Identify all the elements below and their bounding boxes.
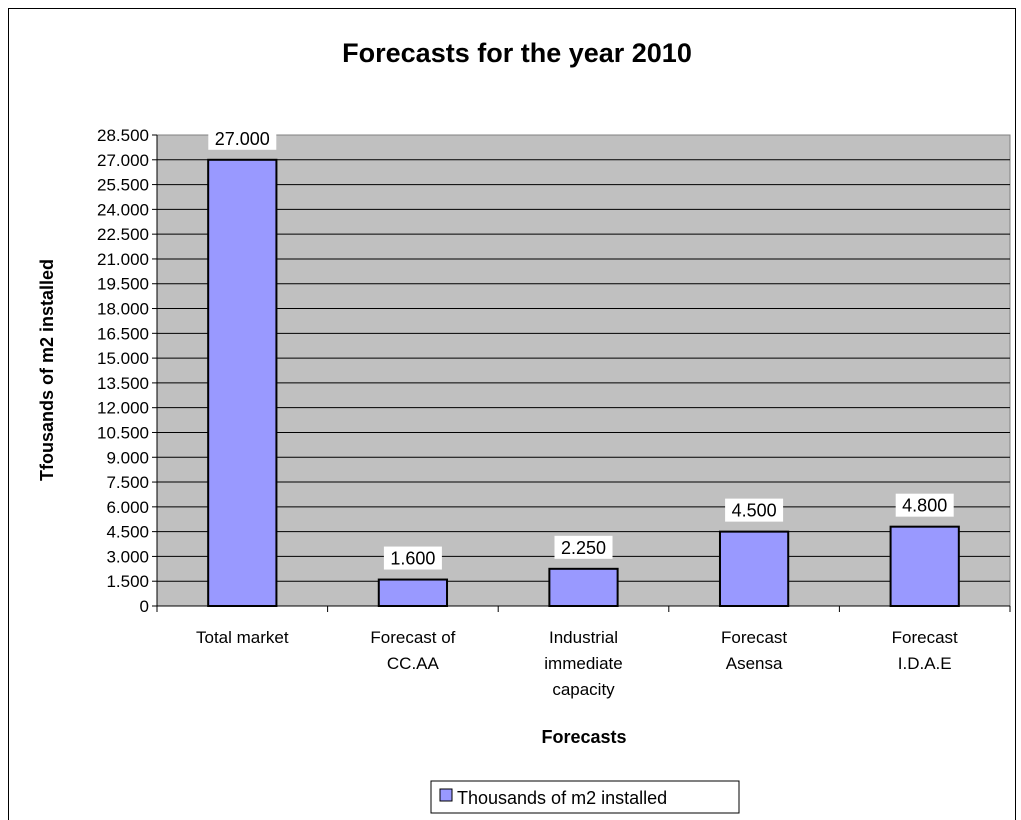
bar: [718, 530, 790, 608]
data-label-background: [383, 546, 442, 570]
data-label-background: [725, 498, 784, 522]
gridlines: [157, 159, 1010, 582]
data-label-background: [208, 126, 277, 150]
x-axis-title: Forecasts: [541, 727, 626, 747]
y-tick-label: 28.500: [97, 126, 149, 145]
legend: Thousands of m2 installed: [430, 780, 740, 814]
y-tick-label: 7.500: [106, 473, 149, 492]
y-tick-label: 10.500: [97, 423, 149, 442]
y-axis-ticks: 0 1.500 3.000 4.500 6.000 7.500 9.000 10.500 12.…: [97, 126, 157, 616]
y-tick-label: 24.000: [97, 200, 149, 219]
y-tick-label: 15.000: [97, 349, 149, 368]
y-tick-label: 19.500: [97, 275, 149, 294]
x-category-label: Asensa: [726, 654, 783, 673]
data-label: 4.800: [902, 496, 947, 516]
data-label: 2.250: [561, 538, 606, 558]
plot-area: [156, 134, 1011, 607]
x-category-label: I.D.A.E: [898, 654, 952, 673]
y-tick-label: 9.000: [106, 448, 149, 467]
x-category-label: capacity: [552, 680, 615, 699]
y-tick-label: 21.000: [97, 250, 149, 269]
y-axis-title: Tfousands of m2 installed: [37, 259, 57, 481]
y-tick-label: 18.000: [97, 300, 149, 319]
legend-label: Thousands of m2 installed: [457, 788, 667, 808]
bar: [207, 158, 278, 608]
data-label: 1.600: [390, 549, 435, 569]
y-tick-label: 27.000: [97, 151, 149, 170]
y-tick-label: 13.500: [97, 374, 149, 393]
y-tick-label: 12.000: [97, 399, 149, 418]
chart-frame: [8, 8, 1016, 820]
y-tick-label: 1.500: [106, 572, 149, 591]
y-tick-label: 4.500: [106, 523, 149, 542]
x-category-label: Forecast of: [370, 628, 455, 647]
data-label-background: [554, 535, 613, 559]
y-tick-label: 16.500: [97, 324, 149, 343]
data-label: 4.500: [732, 501, 777, 521]
legend-box: [430, 780, 740, 814]
y-tick-label: 3.000: [106, 547, 149, 566]
legend-swatch: [439, 788, 453, 802]
x-category-label: Industrial: [549, 628, 618, 647]
data-label-background: [895, 493, 954, 517]
x-axis-categories: Total market Forecast of CC.AA Industrial im…: [156, 606, 1011, 699]
bar: [548, 567, 619, 608]
x-category-label: Total market: [196, 628, 289, 647]
y-tick-label: 0: [140, 597, 149, 616]
x-category-label: Forecast: [721, 628, 787, 647]
bars: [207, 158, 960, 608]
bar: [889, 525, 960, 608]
data-label: 27.000: [215, 129, 270, 149]
chart-title: Forecasts for the year 2010: [342, 38, 692, 68]
x-category-label: immediate: [544, 654, 622, 673]
x-category-label: Forecast: [892, 628, 958, 647]
y-tick-label: 25.500: [97, 176, 149, 195]
x-category-label: CC.AA: [387, 654, 440, 673]
bar: [377, 578, 449, 608]
data-labels: 27.000 1.600 2.250 4.500 4.800: [208, 126, 954, 570]
y-tick-label: 6.000: [106, 498, 149, 517]
y-tick-label: 22.500: [97, 225, 149, 244]
